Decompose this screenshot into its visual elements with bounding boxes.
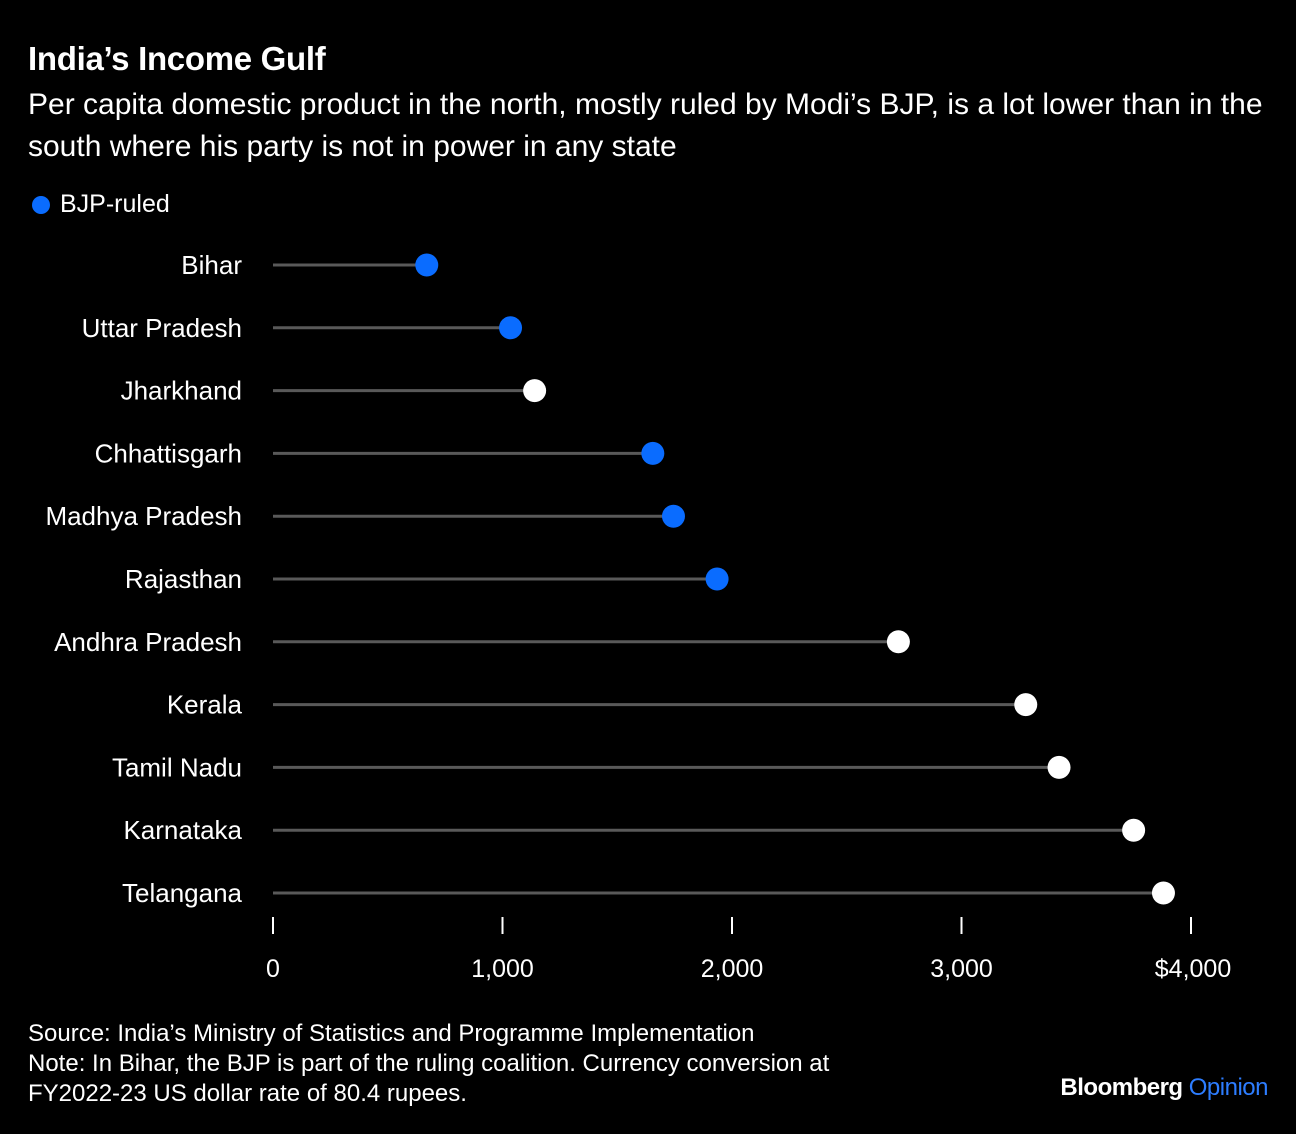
chart-title: India’s Income Gulf (28, 40, 326, 77)
legend-label-bjp: BJP-ruled (60, 190, 170, 218)
x-tick-label-3000: 3,000 (930, 955, 993, 983)
point-telangana (1151, 881, 1175, 905)
x-tick-label-2000: 2,000 (701, 955, 764, 983)
category-label-kerala: Kerala (167, 690, 243, 720)
category-label-rajasthan: Rajasthan (125, 564, 242, 594)
point-kerala (1014, 693, 1038, 717)
point-chhattisgarh (641, 441, 665, 465)
category-label-uttar-pradesh: Uttar Pradesh (82, 313, 242, 343)
point-karnataka (1122, 818, 1146, 842)
source-note: Source: India’s Ministry of Statistics a… (28, 1020, 755, 1047)
category-label-chhattisgarh: Chhattisgarh (95, 438, 242, 468)
category-label-bihar: Bihar (181, 250, 242, 280)
point-andhra-pradesh (886, 630, 910, 654)
category-label-madhya-pradesh: Madhya Pradesh (45, 501, 242, 531)
x-tick-label-0: 0 (266, 955, 280, 983)
chart-rows: Bihar Uttar Pradesh Jharkhand Chhattisgarh M… (45, 250, 1175, 908)
category-label-karnataka: Karnataka (123, 815, 242, 845)
chart-subtitle: Per capita domestic product in the north… (28, 88, 1263, 163)
note-line-1: Note: In Bihar, the BJP is part of the r… (28, 1050, 830, 1077)
point-uttar-pradesh (499, 316, 523, 340)
category-label-tamil-nadu: Tamil Nadu (112, 752, 242, 782)
point-bihar (415, 253, 439, 277)
lollipop-chart: Bihar Uttar Pradesh Jharkhand Chhattisgarh M… (45, 250, 1231, 983)
point-jharkhand (523, 379, 547, 403)
note-line-2: FY2022-23 US dollar rate of 80.4 rupees. (28, 1080, 467, 1107)
category-label-telangana: Telangana (122, 878, 243, 908)
point-madhya-pradesh (661, 504, 685, 528)
point-rajasthan (705, 567, 729, 591)
x-tick-label-4000: $4,000 (1155, 955, 1231, 983)
x-tick-label-1000: 1,000 (471, 955, 534, 983)
category-label-jharkhand: Jharkhand (121, 376, 242, 406)
x-axis: 0 1,000 2,000 3,000 $4,000 (266, 917, 1231, 983)
brand-logo: Bloomberg Opinion (1060, 1074, 1268, 1102)
brand-bloomberg: Bloomberg (1060, 1074, 1183, 1101)
brand-opinion: Opinion (1188, 1074, 1269, 1101)
category-label-andhra-pradesh: Andhra Pradesh (54, 627, 242, 657)
footer: Source: India’s Ministry of Statistics a… (28, 1019, 829, 1109)
legend-swatch-bjp (32, 195, 50, 214)
legend: BJP-ruled (32, 190, 170, 219)
point-tamil-nadu (1047, 755, 1071, 779)
